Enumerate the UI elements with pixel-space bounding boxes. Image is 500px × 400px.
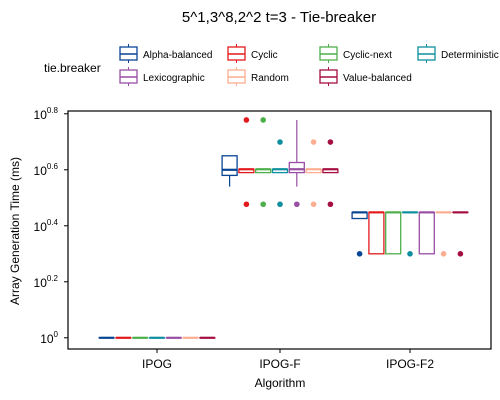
chart-title: 5^1,3^8,2^2 t=3 - Tie-breaker [182, 9, 376, 26]
outlier-point [277, 139, 283, 145]
y-axis: 100 100.2 100.4 100.6 100.8 [34, 106, 68, 346]
legend-label: Lexicographic [143, 73, 205, 84]
outlier-point [457, 251, 464, 257]
y-tick-exponent: 0.8 [47, 106, 59, 115]
legend-item-cyclic-next: Cyclic-next [319, 44, 392, 63]
outlier-point [277, 201, 283, 208]
outlier-point [310, 139, 317, 145]
y-tick-exponent: 0.2 [47, 274, 59, 283]
outlier-point [243, 201, 250, 208]
box-alpha-balanced-ipog-f2 [351, 211, 368, 257]
box-cyclic-ipog-f [238, 117, 255, 208]
box-value-balanced-ipog-f2 [452, 211, 469, 257]
outlier-point [310, 201, 317, 208]
box [418, 211, 435, 255]
legend-item-random: Random [227, 67, 289, 86]
legend-label: Value-balanced [343, 73, 412, 84]
legend-item-value-balanced: Value-balanced [319, 67, 412, 86]
box-deterministic-ipog-f [271, 139, 289, 208]
legend-item-deterministic: Deterministic [417, 44, 499, 63]
y-tick-label: 100.4 [34, 218, 59, 234]
legend-label: Cyclic [251, 50, 278, 61]
x-tick-label: IPOG-F2 [386, 357, 434, 371]
legend-label: Alpha-balanced [143, 50, 213, 61]
box-cyclic-ipog-f2 [368, 211, 385, 255]
outlier-point [260, 117, 267, 123]
outlier-point [327, 139, 334, 145]
x-tick-label: IPOG [142, 357, 172, 371]
box [221, 155, 238, 177]
x-tick-label: IPOG-F [259, 357, 300, 371]
plot-area [67, 110, 492, 350]
legend-label: Deterministic [441, 50, 499, 61]
y-tick-label: 100.2 [34, 274, 59, 290]
outlier-point [440, 251, 447, 257]
outlier-point [294, 201, 300, 208]
box-value-balanced-ipog-f [322, 139, 339, 208]
box [368, 211, 385, 255]
legend-title: tie.breaker [44, 61, 101, 75]
box-deterministic-ipog-f2 [401, 211, 419, 257]
legend-label: Cyclic-next [343, 50, 392, 61]
legend-item-cyclic: Cyclic [227, 44, 278, 63]
box-cyclic-next-ipog-f2 [385, 211, 402, 255]
outlier-point [260, 201, 267, 208]
legend-item-alpha-balanced: Alpha-balanced [119, 44, 213, 63]
box-alpha-balanced-ipog-f [221, 155, 238, 187]
legend-label: Random [251, 73, 289, 84]
outlier-point [356, 251, 363, 257]
box-cyclic-next-ipog-f [255, 117, 272, 208]
legend: Alpha-balanced Cyclic Cyclic-next Determini… [119, 44, 499, 86]
y-tick-label: 100.8 [34, 106, 59, 122]
y-tick-label: 100.6 [34, 162, 59, 178]
y-tick-label: 100 [40, 330, 58, 346]
box [288, 161, 305, 174]
y-tick-exponent: 0.4 [47, 218, 59, 227]
x-axis-title: Algorithm [255, 376, 306, 390]
y-tick-exponent: 0 [54, 330, 59, 339]
outlier-point [407, 251, 413, 257]
box-lexicographic-ipog-f2 [418, 211, 435, 255]
x-axis: IPOG IPOG-F IPOG-F2 [142, 349, 434, 371]
legend-item-lexicographic: Lexicographic [119, 67, 205, 86]
outlier-point [327, 201, 334, 208]
outlier-point [243, 117, 250, 123]
box [385, 211, 402, 255]
box-lexicographic-ipog-f [288, 119, 305, 208]
box-random-ipog-f [305, 139, 322, 208]
y-tick-exponent: 0.6 [47, 162, 59, 171]
y-axis-title: Array Generation Time (ms) [8, 157, 22, 305]
box-random-ipog-f2 [435, 211, 452, 257]
